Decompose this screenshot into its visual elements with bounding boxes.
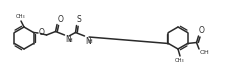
Text: H: H [87, 39, 92, 44]
Text: O: O [38, 28, 44, 37]
Text: CH₃: CH₃ [174, 58, 184, 62]
Text: O: O [198, 26, 204, 35]
Text: OH: OH [198, 50, 208, 55]
Text: N: N [64, 35, 70, 44]
Text: H: H [67, 38, 72, 43]
Text: O: O [57, 14, 63, 23]
Text: S: S [76, 16, 81, 25]
Text: N: N [84, 37, 90, 46]
Text: CH₃: CH₃ [16, 14, 26, 20]
